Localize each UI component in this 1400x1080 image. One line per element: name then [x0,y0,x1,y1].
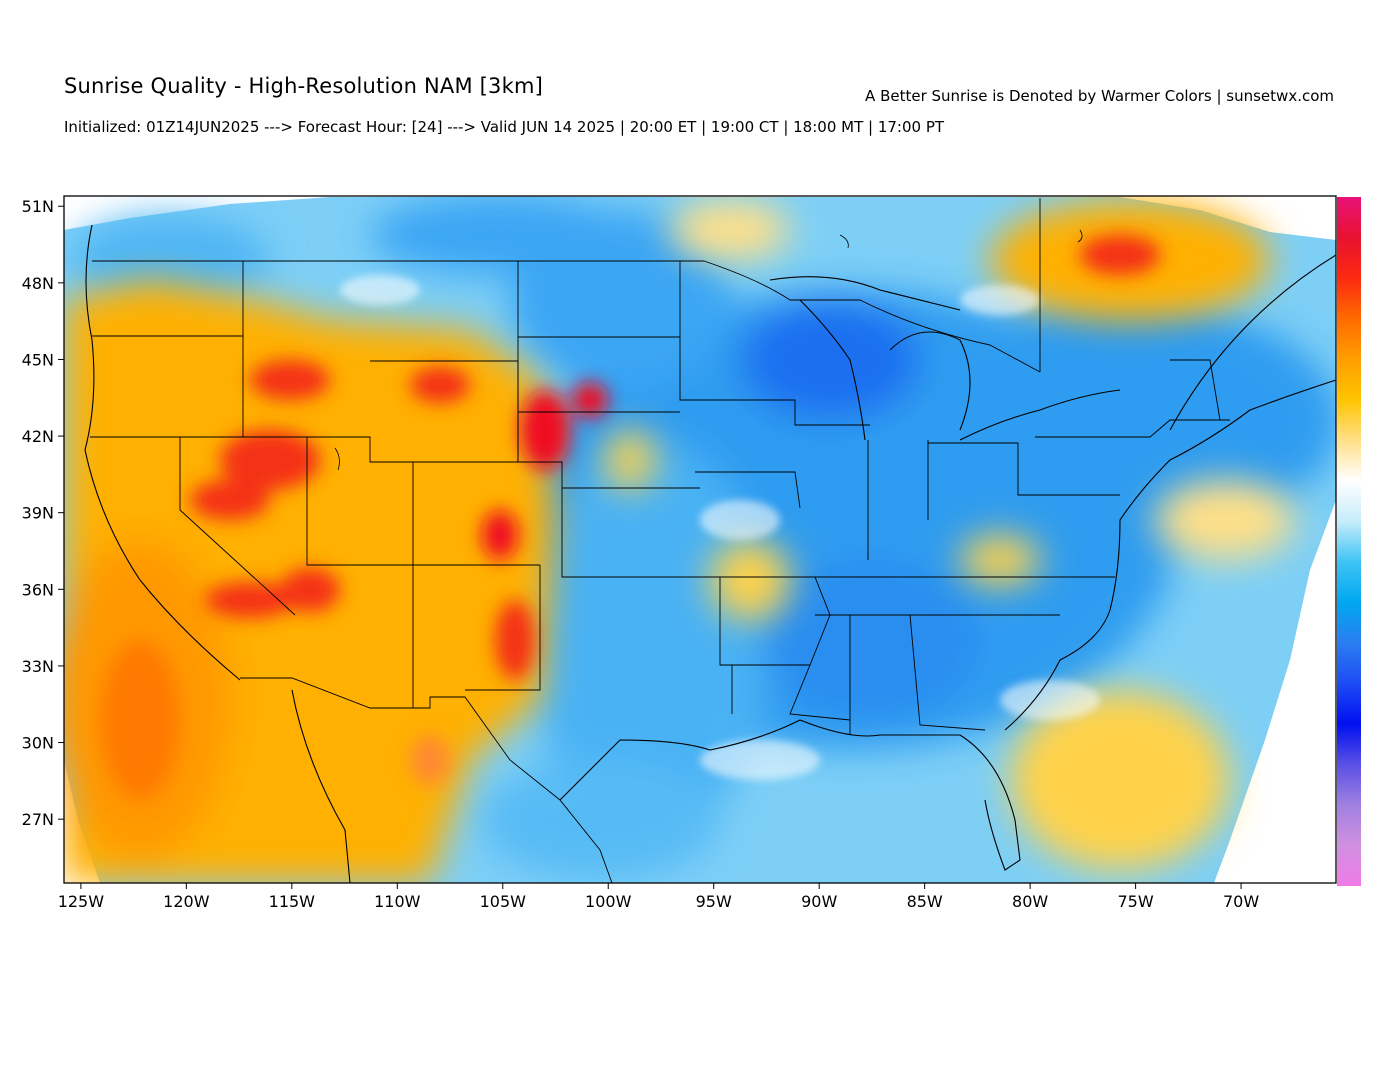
hot-spots [100,235,1160,800]
nevada-california [179,437,296,616]
lake-erie [959,389,1121,441]
louisiana [789,664,851,721]
lake-of-the-woods [839,234,849,249]
newmexico-texas [465,565,541,691]
vermont-newhampshire [1170,359,1221,421]
lat-tick-label: 39N [22,504,54,523]
lon-tick-label: 110W [374,892,421,911]
colorbar [1337,197,1361,886]
latitude-axis: 51N 48N 45N 42N 39N 36N 33N 30N 27N [22,197,64,829]
st-lawrence [1169,254,1336,431]
lat-tick-label: 33N [22,657,54,676]
forecast-field [64,196,1336,883]
quebec-lake [1077,229,1083,243]
baja-gulf [291,689,351,883]
lat-tick-label: 27N [22,810,54,829]
lat-tick-label: 30N [22,734,54,753]
lat-tick-label: 36N [22,580,54,599]
pacific-coast [84,224,241,681]
lon-tick-label: 100W [585,892,632,911]
lon-tick-label: 120W [163,892,210,911]
lat-tick-label: 51N [22,197,54,216]
lat-tick-label: 45N [22,350,54,369]
lon-tick-label: 105W [480,892,527,911]
lon-tick-label: 95W [696,892,732,911]
ohio-pennsylvania [928,442,1120,496]
chart-tagline: A Better Sunrise is Denoted by Warmer Co… [865,87,1334,105]
political-boundaries [90,198,1230,883]
chart-subtitle: Initialized: 01Z14JUN2025 ---> Forecast … [64,118,945,136]
atlantic-coast [1004,379,1336,731]
coastlines [84,224,1336,883]
alabama-georgia [909,614,986,731]
dakotas-nebraska [517,261,700,489]
kansas-oklahoma [561,488,733,714]
us-mexico-border [240,677,613,883]
longitude-axis: 125W 120W 115W 110W 105W 100W 95W 90W 85W 80W 75W 7… [58,883,1259,911]
lon-tick-label: 125W [58,892,105,911]
lat-tick-label: 48N [22,274,54,293]
blue-regions [70,196,1336,880]
iowa-missouri [695,471,801,509]
us-canada-border-east [703,260,1041,373]
state-lines-42n [90,436,518,463]
chart-title: Sunrise Quality - High-Resolution NAM [3… [64,74,543,98]
gulf-coast [559,719,1021,871]
lake-michigan-east [889,331,971,431]
lon-tick-label: 85W [907,892,943,911]
inland-lakes [334,229,1083,471]
lon-tick-label: 90W [801,892,837,911]
great-salt-lake [334,447,340,471]
lon-tick-label: 70W [1223,892,1259,911]
utah-arizona [306,437,540,566]
minnesota-iowa [679,261,870,426]
lon-tick-label: 80W [1012,892,1048,911]
lon-tick-label: 115W [269,892,316,911]
lon-tick-label: 75W [1118,892,1154,911]
plot-frame [63,195,1337,884]
pennsylvania-newyork [1035,419,1230,438]
lake-michigan-west [799,299,866,441]
lat-tick-label: 42N [22,427,54,446]
lake-superior [769,276,961,311]
